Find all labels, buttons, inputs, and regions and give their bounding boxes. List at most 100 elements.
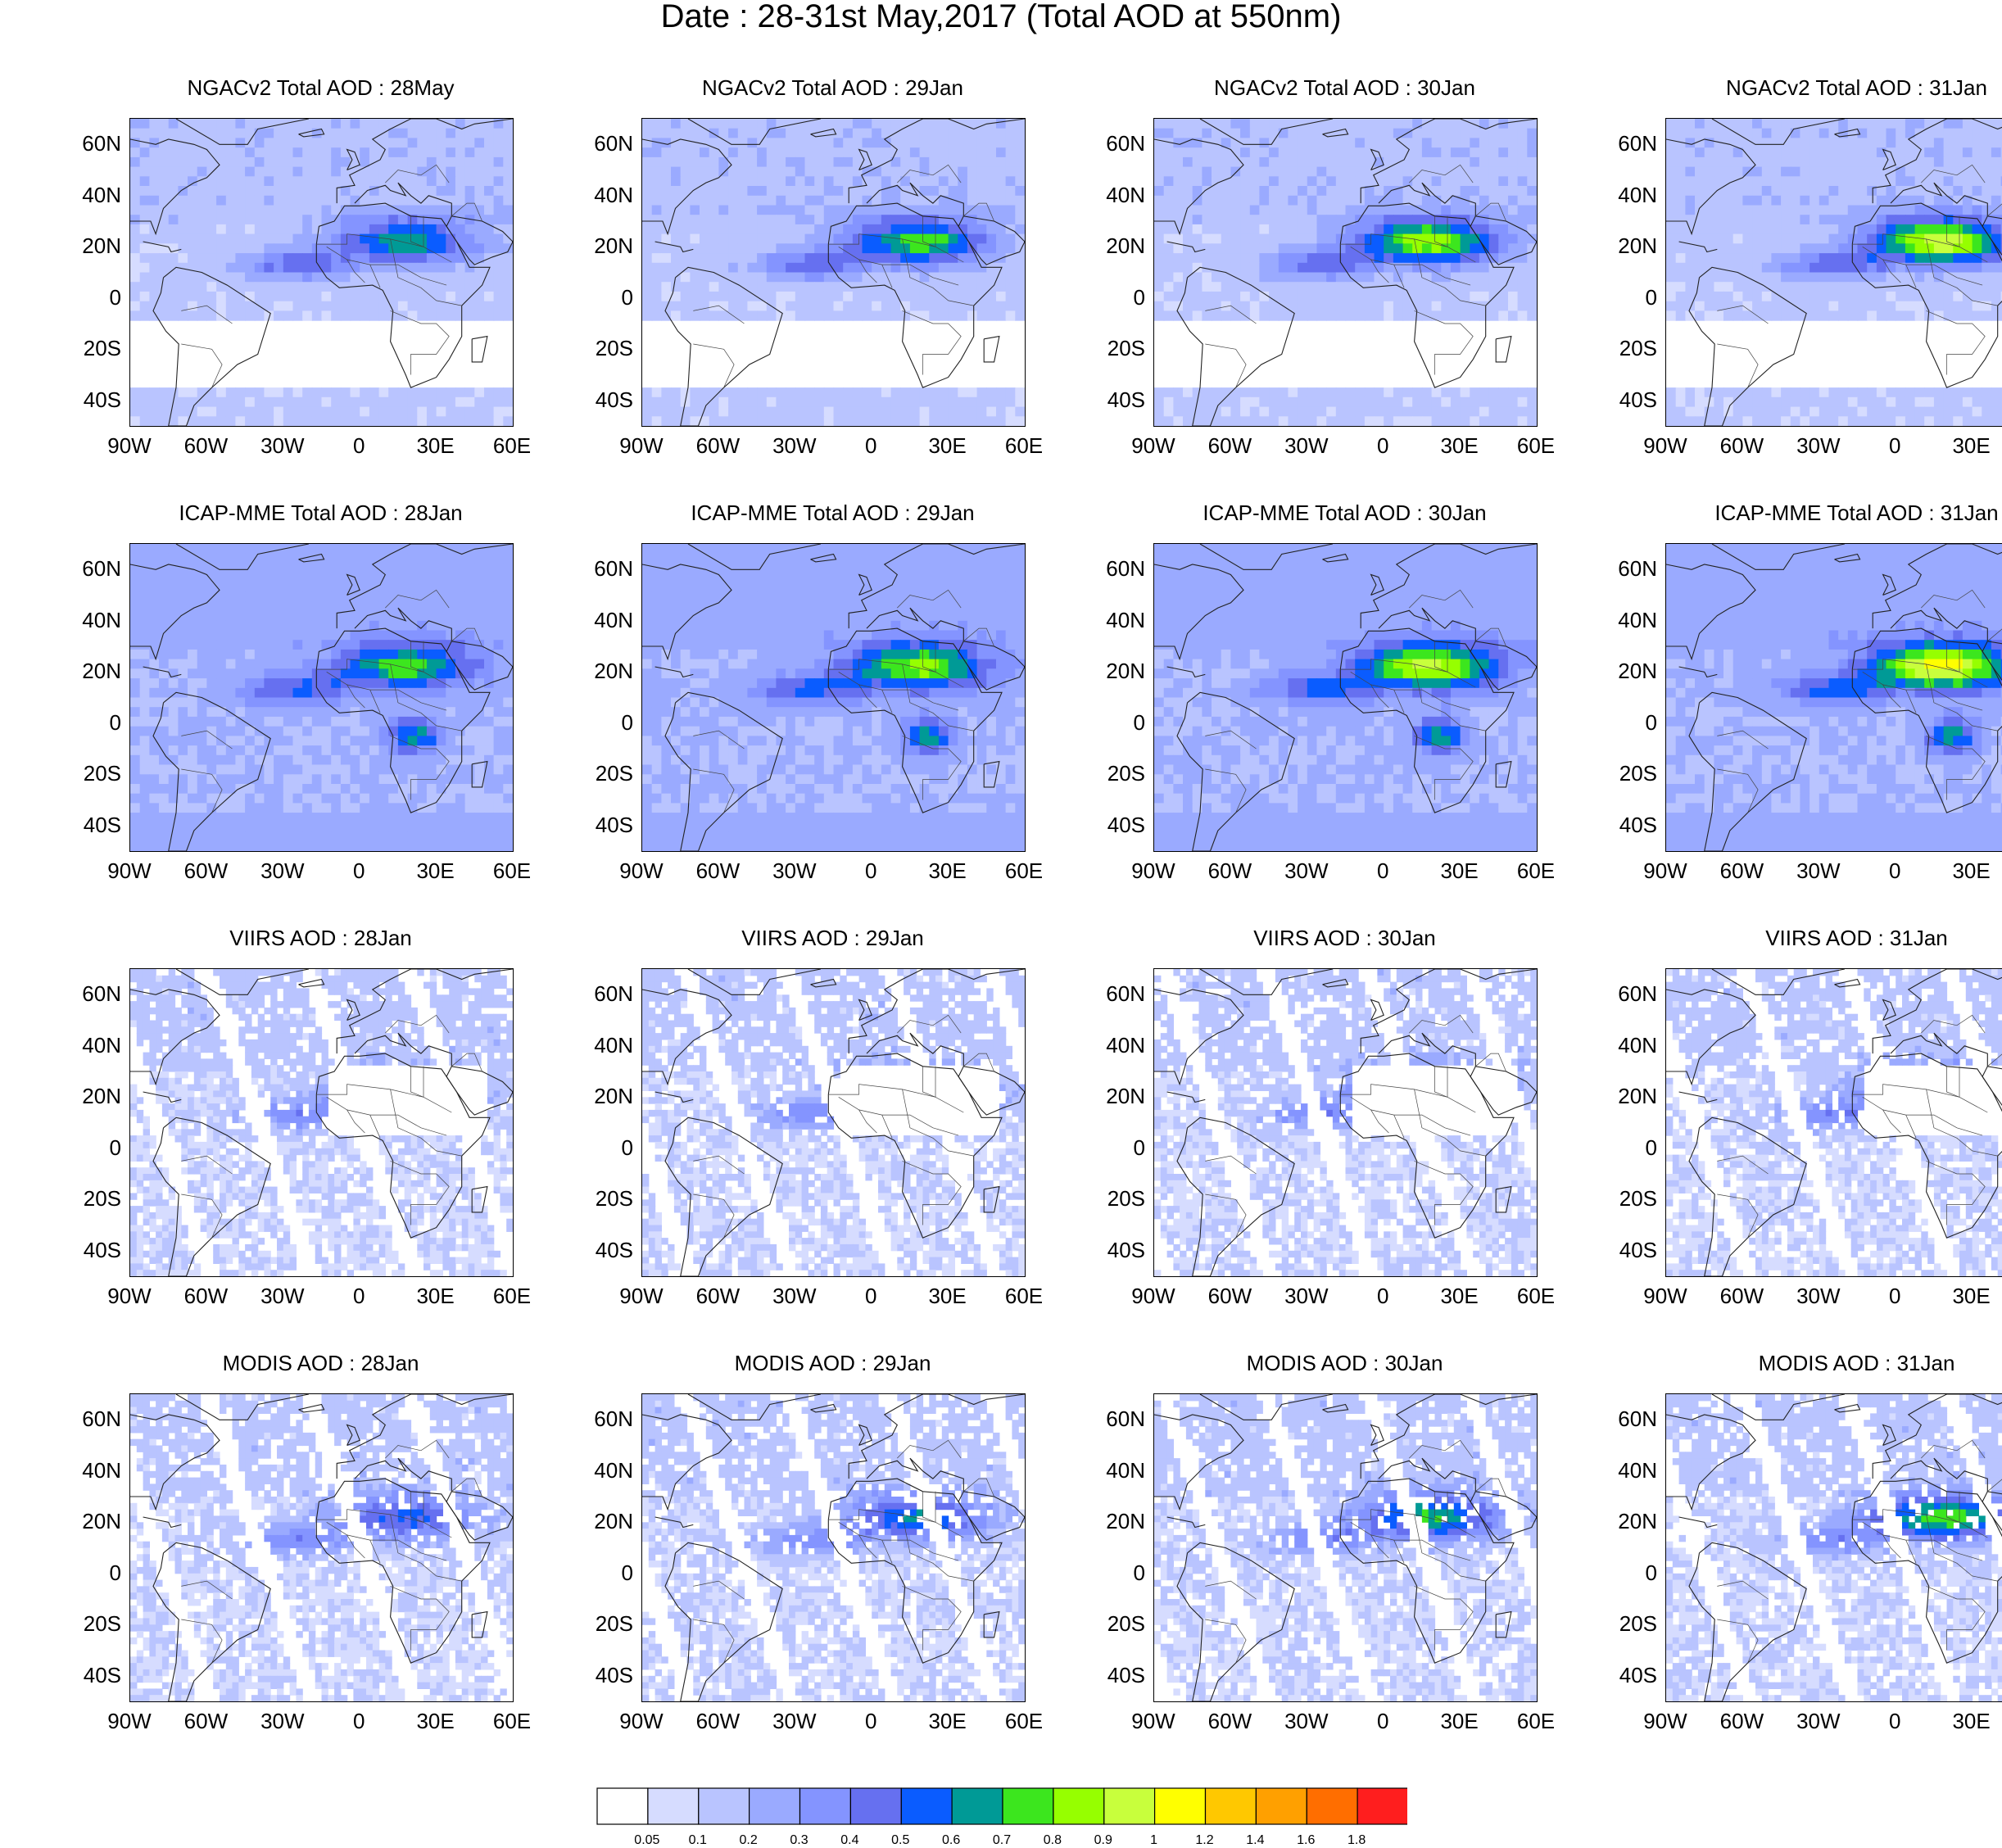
aod-cell (455, 387, 465, 397)
aod-cell (503, 640, 513, 650)
aod-cell (996, 147, 1006, 157)
aod-cell (245, 310, 255, 320)
aod-cell (1432, 176, 1442, 186)
aod-cell (283, 707, 293, 717)
aod-cell (949, 292, 958, 301)
aod-cell (408, 631, 418, 641)
aod-cell (302, 301, 312, 311)
aod-cell (369, 678, 379, 688)
aod-cell (1336, 176, 1346, 186)
aod-cell (197, 659, 207, 669)
aod-cell (302, 147, 312, 157)
aod-cell (1288, 157, 1298, 167)
aod-cell (1752, 407, 1762, 417)
aod-cell (881, 273, 891, 283)
aod-cell (1230, 129, 1240, 138)
aod-cell (661, 416, 671, 426)
aod-cell (465, 387, 475, 397)
aod-cell (417, 292, 427, 301)
aod-cell (408, 698, 418, 708)
aod-cell (1365, 292, 1375, 301)
aod-cell (360, 631, 369, 641)
aod-cell (1676, 119, 1686, 129)
aod-cell (417, 206, 427, 215)
aod-cell (661, 253, 671, 263)
aod-cell (1375, 186, 1384, 196)
aod-cell (1848, 167, 1858, 177)
aod-cell (1953, 215, 1963, 224)
aod-cell (709, 186, 719, 196)
aod-cell (283, 138, 293, 147)
aod-cell (264, 186, 274, 196)
aod-cell (274, 717, 283, 727)
aod-cell (1886, 292, 1896, 301)
aod-cell (1800, 157, 1810, 167)
aod-cell (1412, 186, 1422, 196)
aod-cell (1896, 215, 1905, 224)
aod-cell (1006, 282, 1016, 292)
aod-cell (977, 397, 987, 407)
aod-cell (1829, 138, 1839, 147)
aod-cell (1886, 301, 1896, 311)
aod-cell (216, 176, 226, 186)
aod-cell (1991, 157, 2001, 167)
aod-cell (1685, 263, 1695, 273)
aod-cell (1451, 215, 1461, 224)
aod-cell (1307, 387, 1317, 397)
aod-cell (1240, 397, 1250, 407)
aod-cell (1317, 310, 1327, 320)
country-border (693, 344, 734, 387)
aod-cell (863, 224, 872, 234)
aod-cell (379, 650, 389, 659)
aod-cell (834, 407, 844, 417)
aod-cell (255, 601, 265, 611)
aod-cell (757, 243, 767, 253)
aod-cell (235, 273, 245, 283)
aod-cell (920, 176, 930, 186)
aod-cell (1963, 129, 1973, 138)
aod-cell (910, 387, 920, 397)
aod-cell (1858, 234, 1868, 244)
aod-cell (398, 640, 408, 650)
aod-cell (747, 243, 757, 253)
aod-cell (1762, 253, 1772, 263)
aod-cell (188, 601, 197, 611)
aod-cell (900, 167, 910, 177)
y-tick-label: 60N (576, 133, 633, 154)
aod-cell (642, 397, 652, 407)
aod-cell (718, 119, 728, 129)
aod-cell (1202, 234, 1212, 244)
aod-cell (197, 631, 207, 641)
aod-cell (388, 416, 398, 426)
aod-cell (206, 611, 216, 621)
aod-cell (642, 301, 652, 311)
aod-cell (274, 573, 283, 582)
aod-cell (1479, 273, 1489, 283)
aod-cell (1298, 234, 1307, 244)
aod-cell (283, 196, 293, 206)
aod-cell (455, 167, 465, 177)
aod-cell (1230, 282, 1240, 292)
aod-cell (130, 407, 140, 417)
aod-cell (255, 678, 265, 688)
aod-cell (1498, 196, 1508, 206)
aod-cell (1336, 157, 1346, 167)
aod-cell (949, 157, 958, 167)
aod-cell (427, 601, 437, 611)
aod-cell (255, 611, 265, 621)
aod-cell (417, 196, 427, 206)
aod-cell (767, 119, 777, 129)
aod-cell (360, 176, 369, 186)
aod-cell (130, 282, 140, 292)
aod-cell (1355, 147, 1365, 157)
aod-cell (1015, 186, 1025, 196)
aod-cell (226, 631, 236, 641)
aod-cell (1791, 215, 1800, 224)
aod-cell (1240, 407, 1250, 417)
aod-cell (1896, 273, 1905, 283)
aod-cell (1934, 292, 1944, 301)
aod-cell (446, 157, 455, 167)
aod-cell (1269, 206, 1279, 215)
aod-cell (322, 176, 332, 186)
aod-cell (130, 582, 140, 592)
